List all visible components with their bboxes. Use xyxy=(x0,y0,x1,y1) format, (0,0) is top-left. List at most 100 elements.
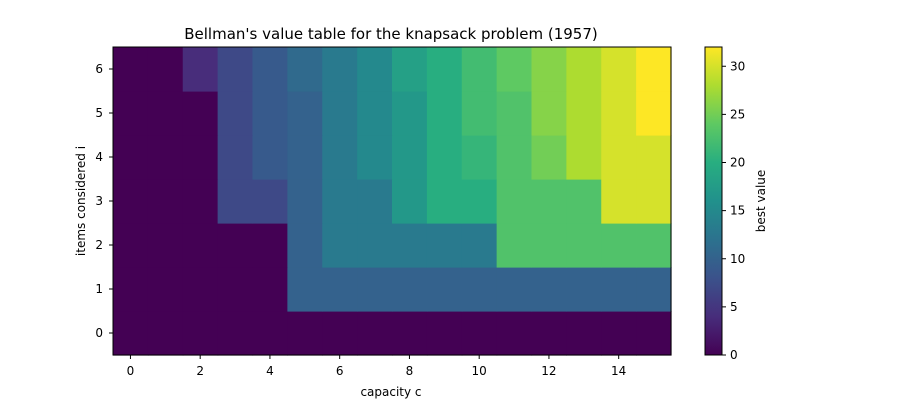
heatmap-cell xyxy=(113,311,149,356)
heatmap-cell xyxy=(531,91,567,136)
heatmap-cell xyxy=(357,311,393,356)
colorbar-label: best value xyxy=(754,170,768,233)
colorbar-frame xyxy=(704,46,723,356)
heatmap-cell xyxy=(217,311,254,356)
heatmap-cell xyxy=(147,47,184,92)
heatmap-cell xyxy=(531,311,567,356)
colorbar-gradient xyxy=(705,47,722,355)
heatmap-cell xyxy=(113,267,149,312)
heatmap-cell xyxy=(566,135,602,180)
heatmap-cell xyxy=(287,135,323,180)
heatmap-cell xyxy=(461,91,498,136)
heatmap-cell xyxy=(531,179,567,224)
heatmap-cell xyxy=(496,223,533,268)
heatmap-cell xyxy=(566,91,602,136)
y-tick-label: 5 xyxy=(95,106,103,120)
x-tick-label: 10 xyxy=(472,364,487,378)
heatmap-cell xyxy=(426,223,463,268)
heatmap-cell xyxy=(322,267,358,312)
heatmap-cell xyxy=(636,135,672,180)
heatmap-cell xyxy=(461,135,498,180)
heatmap-cell xyxy=(182,179,219,224)
heatmap-cell xyxy=(392,311,428,356)
x-tick-label: 8 xyxy=(406,364,414,378)
heatmap-cell xyxy=(496,179,533,224)
heatmap-cell xyxy=(217,223,254,268)
heatmap-cell xyxy=(217,267,254,312)
heatmap-cell xyxy=(392,179,428,224)
y-tick-label: 4 xyxy=(95,150,103,164)
heatmap-cell xyxy=(252,135,288,180)
heatmap-cell xyxy=(322,47,358,92)
heatmap-cell xyxy=(636,47,672,92)
heatmap-cell xyxy=(426,91,463,136)
heatmap-cell xyxy=(601,179,637,224)
heatmap-cell xyxy=(531,223,567,268)
heatmap-cell xyxy=(531,267,567,312)
heatmap-cell xyxy=(287,91,323,136)
heatmap-cell xyxy=(182,311,219,356)
heatmap-cell xyxy=(392,223,428,268)
heatmap-cell xyxy=(287,47,323,92)
heatmap-cell xyxy=(357,135,393,180)
colorbar-tick-label: 0 xyxy=(730,348,738,362)
heatmap-cell xyxy=(147,267,184,312)
heatmap-cell xyxy=(601,311,637,356)
heatmap-cell xyxy=(566,267,602,312)
heatmap-cell xyxy=(496,311,533,356)
heatmap-cells xyxy=(113,47,672,356)
heatmap-cell xyxy=(461,311,498,356)
heatmap-cell xyxy=(426,135,463,180)
heatmap-cell xyxy=(496,135,533,180)
colorbar-tick-label: 15 xyxy=(730,204,745,218)
heatmap-cell xyxy=(217,91,254,136)
heatmap-cell xyxy=(147,135,184,180)
heatmap-cell xyxy=(531,135,567,180)
heatmap-cell xyxy=(147,91,184,136)
heatmap-cell xyxy=(322,135,358,180)
heatmap-cell xyxy=(566,47,602,92)
heatmap-cell xyxy=(392,47,428,92)
heatmap-cell xyxy=(392,91,428,136)
y-tick-label: 6 xyxy=(95,62,103,76)
heatmap-cell xyxy=(357,267,393,312)
x-tick-label: 12 xyxy=(541,364,556,378)
heatmap-cell xyxy=(426,267,463,312)
heatmap-cell xyxy=(461,179,498,224)
heatmap-cell xyxy=(147,179,184,224)
chart-title: Bellman's value table for the knapsack p… xyxy=(184,25,597,43)
heatmap-cell xyxy=(113,179,149,224)
heatmap-cell xyxy=(566,179,602,224)
heatmap-cell xyxy=(357,91,393,136)
colorbar-tick-label: 5 xyxy=(730,300,738,314)
heatmap-cell xyxy=(392,267,428,312)
heatmap-cell xyxy=(182,267,219,312)
heatmap-cell xyxy=(182,91,219,136)
heatmap-cell xyxy=(426,311,463,356)
heatmap-cell xyxy=(252,47,288,92)
heatmap-cell xyxy=(636,179,672,224)
heatmap-cell xyxy=(182,223,219,268)
heatmap-cell xyxy=(322,179,358,224)
colorbar-tick-label: 20 xyxy=(730,156,745,170)
heatmap-cell xyxy=(461,223,498,268)
heatmap-cell xyxy=(461,47,498,92)
heatmap-cell xyxy=(287,267,323,312)
heatmap-cell xyxy=(182,135,219,180)
heatmap-cell xyxy=(252,311,288,356)
heatmap-cell xyxy=(287,311,323,356)
heatmap-cell xyxy=(392,135,428,180)
heatmap-cell xyxy=(636,267,672,312)
heatmap-cell xyxy=(217,135,254,180)
y-axis-label: items considered i xyxy=(74,146,88,256)
x-tick-label: 4 xyxy=(266,364,274,378)
heatmap-cell xyxy=(601,47,637,92)
colorbar-tick-label: 30 xyxy=(730,59,745,73)
heatmap-cell xyxy=(287,179,323,224)
heatmap-cell xyxy=(252,91,288,136)
x-axis-label: capacity c xyxy=(360,385,421,399)
heatmap-cell xyxy=(113,223,149,268)
heatmap-cell xyxy=(636,311,672,356)
heatmap-cell xyxy=(357,47,393,92)
y-tick-label: 2 xyxy=(95,238,103,252)
